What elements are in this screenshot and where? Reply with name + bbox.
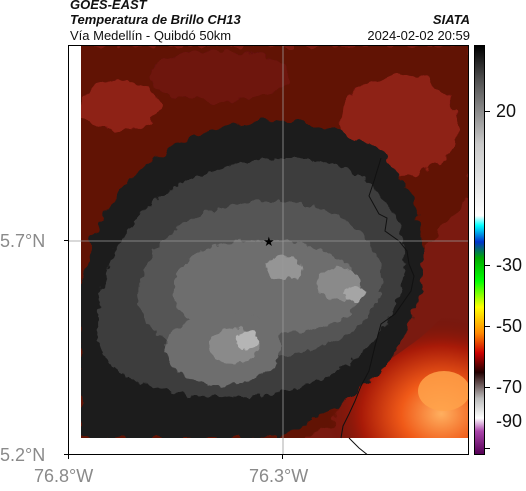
y-tick-2 xyxy=(64,454,68,455)
y-tick-1 xyxy=(64,240,68,241)
colorbar-label-m90: -90 xyxy=(496,411,523,431)
cloud-layer-4 xyxy=(172,239,360,335)
red-patch-3 xyxy=(149,51,289,101)
x-tick-label-2: 76.3°W xyxy=(249,466,309,486)
blank-left-strip xyxy=(69,46,81,454)
x-tick-label-1: 76.8°W xyxy=(34,466,94,486)
brightness-temperature-image: ★ xyxy=(69,46,468,454)
colorbar-label-20: 20 xyxy=(496,101,517,121)
coldest-top-5 xyxy=(344,287,364,301)
product-title: Temperatura de Brillo CH13 xyxy=(70,12,241,27)
colorbar-tick-20 xyxy=(485,111,490,112)
satellite-map: ★ xyxy=(68,45,469,455)
colorbar-tick-m90 xyxy=(485,448,490,449)
coldest-top-4 xyxy=(235,332,259,350)
red-patch-1 xyxy=(79,81,159,131)
location-star-marker: ★ xyxy=(263,235,275,250)
blank-bottom-strip xyxy=(69,438,468,454)
coldest-top-1 xyxy=(266,256,302,280)
boundary-line-2 xyxy=(348,437,368,454)
agency-label: SIATA xyxy=(432,12,470,27)
colorbar-label-m50: -50 xyxy=(496,316,523,336)
region-subtitle: Vía Medellín - Quibdó 50km xyxy=(70,28,232,43)
y-tick-label-2: 5.2°N xyxy=(0,445,46,465)
hot-core xyxy=(418,371,468,411)
x-tick-1 xyxy=(68,455,69,459)
colorbar xyxy=(474,45,485,455)
satellite-title: GOES-EAST xyxy=(70,0,147,12)
colorbar-label-m30: -30 xyxy=(496,255,523,275)
colorbar-tick-m50 xyxy=(485,326,490,327)
y-tick-label-1: 5.7°N xyxy=(0,231,46,251)
colorbar-tick-m70 xyxy=(485,387,490,388)
datetime-label: 2024-02-02 20:59 xyxy=(367,28,470,43)
colorbar-tick-m30 xyxy=(485,265,490,266)
colorbar-label-m70: -70 xyxy=(496,377,523,397)
boundary-line xyxy=(340,157,415,439)
x-tick-2 xyxy=(282,455,283,459)
